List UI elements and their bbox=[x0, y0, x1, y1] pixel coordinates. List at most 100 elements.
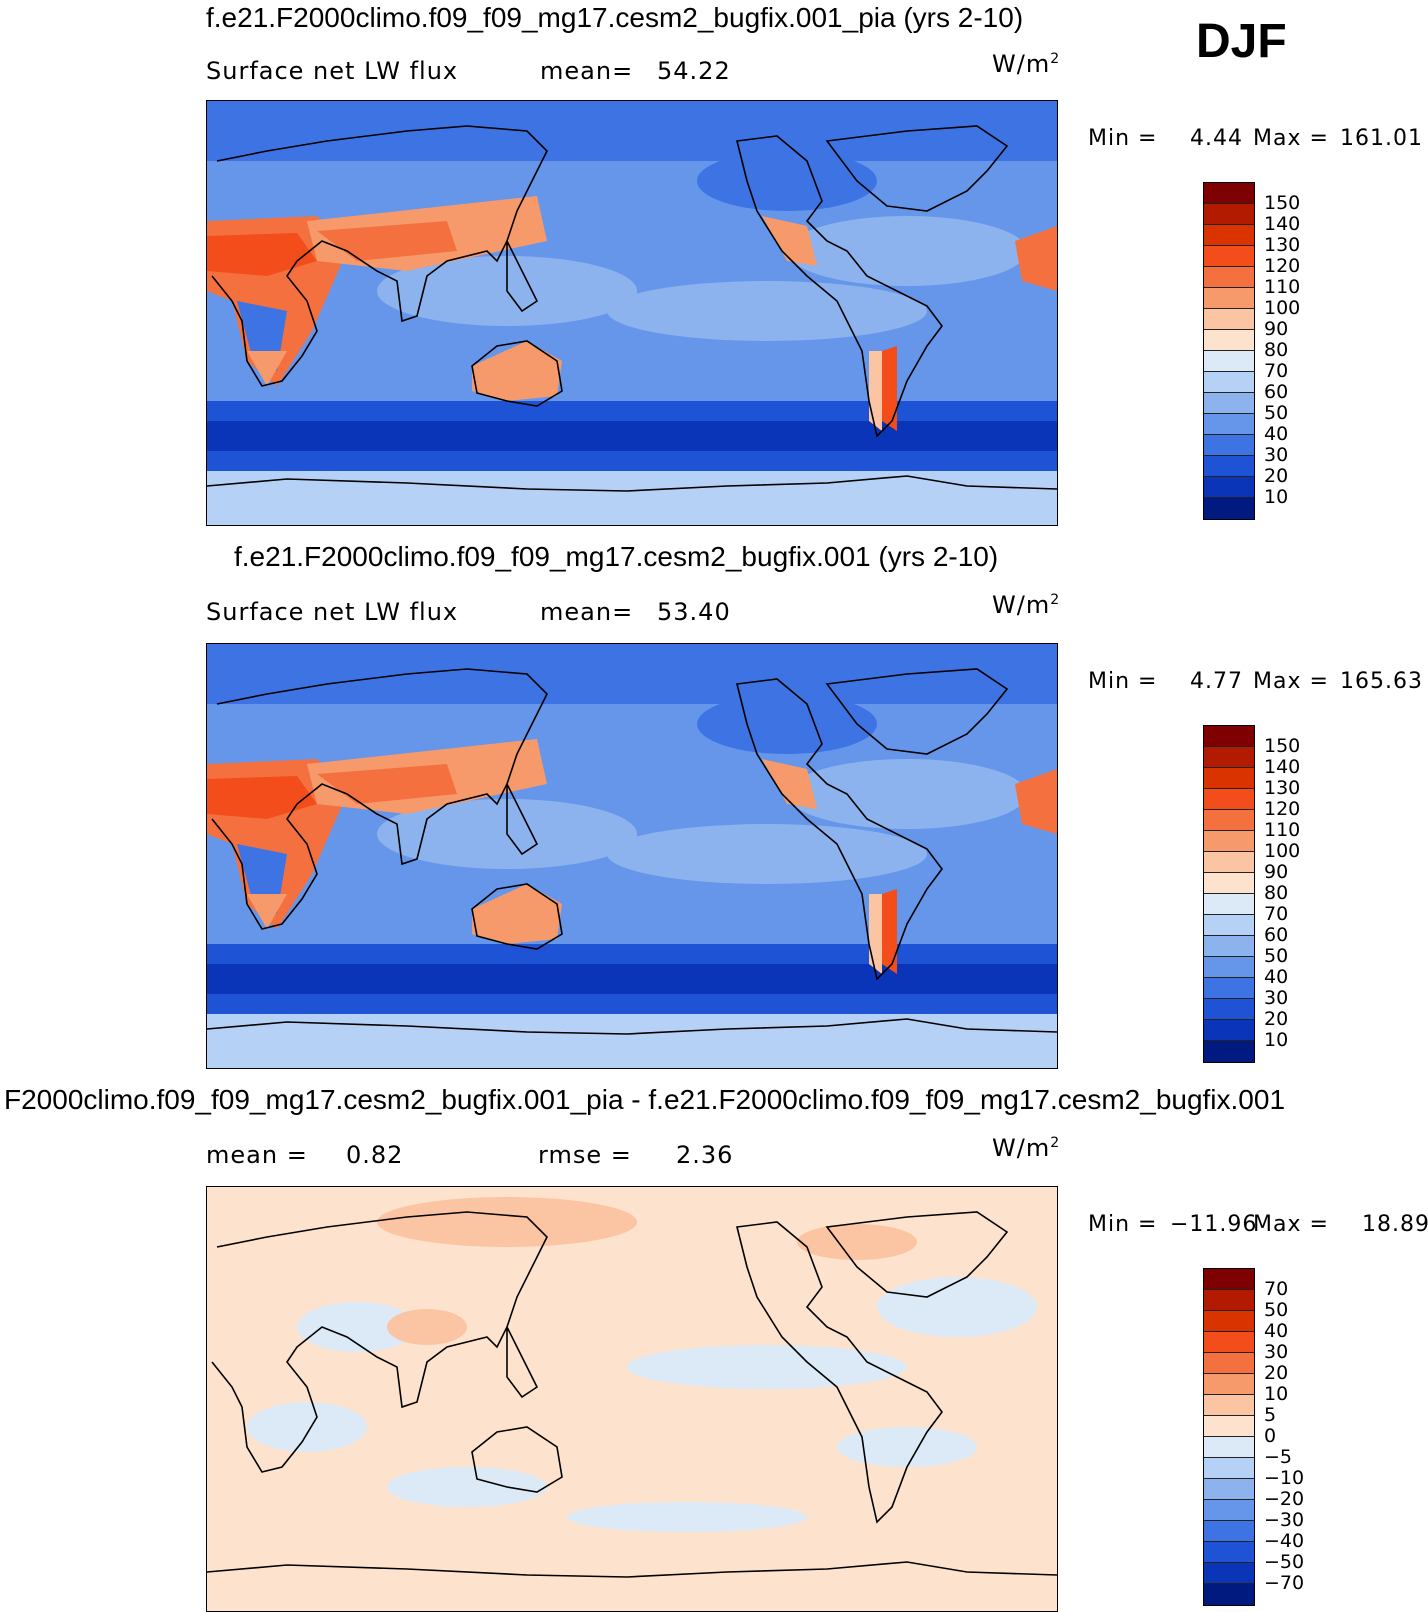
colorbar-tick-label: 130 bbox=[1264, 777, 1301, 799]
colorbar-swatch bbox=[1204, 1584, 1254, 1605]
panel-1-contour-field bbox=[207, 101, 1057, 525]
colorbar-swatch bbox=[1204, 1458, 1254, 1479]
panel-2-variable-label: Surface net LW flux bbox=[206, 598, 459, 626]
colorbar-swatch bbox=[1204, 1374, 1254, 1395]
colorbar-tick-label: 100 bbox=[1264, 840, 1301, 862]
colorbar-tick-label: 50 bbox=[1264, 402, 1289, 424]
panel-1-colorbar bbox=[1203, 182, 1255, 520]
panel-2-mean-value: 53.40 bbox=[657, 598, 731, 626]
colorbar-swatch bbox=[1204, 726, 1254, 747]
colorbar-tick-label: −40 bbox=[1264, 1530, 1305, 1552]
colorbar-swatch bbox=[1204, 978, 1254, 999]
colorbar-tick-label: −30 bbox=[1264, 1509, 1305, 1531]
panel-3-rmse-value: 2.36 bbox=[676, 1141, 734, 1169]
panel-3-rmse-label: rmse = bbox=[538, 1141, 632, 1169]
colorbar-swatch bbox=[1204, 267, 1254, 288]
colorbar-tick-label: 110 bbox=[1264, 819, 1301, 841]
colorbar-tick-label: 20 bbox=[1264, 1362, 1289, 1384]
colorbar-tick-label: 0 bbox=[1264, 1425, 1277, 1447]
colorbar-swatch bbox=[1204, 204, 1254, 225]
colorbar-tick-label: 30 bbox=[1264, 1341, 1289, 1363]
panel-2-max-label: Max = bbox=[1253, 669, 1329, 694]
colorbar-tick-label: 120 bbox=[1264, 798, 1301, 820]
colorbar-tick-label: 40 bbox=[1264, 966, 1289, 988]
panel-3-colorbar bbox=[1203, 1268, 1255, 1606]
colorbar-swatch bbox=[1204, 1542, 1254, 1563]
colorbar-swatch bbox=[1204, 999, 1254, 1020]
colorbar-swatch bbox=[1204, 852, 1254, 873]
colorbar-swatch bbox=[1204, 1353, 1254, 1374]
colorbar-swatch bbox=[1204, 1479, 1254, 1500]
colorbar-swatch bbox=[1204, 873, 1254, 894]
colorbar-tick-label: 140 bbox=[1264, 756, 1301, 778]
colorbar-swatch bbox=[1204, 810, 1254, 831]
panel-2-colorbar bbox=[1203, 725, 1255, 1063]
colorbar-tick-label: 130 bbox=[1264, 234, 1301, 256]
colorbar-swatch bbox=[1204, 747, 1254, 768]
colorbar-tick-label: 60 bbox=[1264, 924, 1289, 946]
colorbar-swatch bbox=[1204, 1437, 1254, 1458]
panel-2-min-label: Min = bbox=[1088, 669, 1158, 694]
colorbar-swatch bbox=[1204, 915, 1254, 936]
colorbar-swatch bbox=[1204, 330, 1254, 351]
colorbar-tick-label: 30 bbox=[1264, 987, 1289, 1009]
panel-1-max-label: Max = bbox=[1253, 126, 1329, 151]
panel-3-min-label: Min = bbox=[1088, 1212, 1158, 1237]
panel-3-mean-value: 0.82 bbox=[346, 1141, 404, 1169]
panel-2-map bbox=[206, 643, 1058, 1069]
colorbar-tick-label: −5 bbox=[1264, 1446, 1293, 1468]
season-label: DJF bbox=[1196, 15, 1287, 68]
colorbar-swatch bbox=[1204, 831, 1254, 852]
panel-1-min-value: 4.44 bbox=[1190, 126, 1243, 151]
panel-1-variable-label: Surface net LW flux bbox=[206, 57, 459, 85]
panel-2-contour-field bbox=[207, 644, 1057, 1068]
panel-3-max-value: 18.89 bbox=[1362, 1212, 1428, 1237]
panel-3-contour-field bbox=[207, 1187, 1057, 1611]
panel-3-mean-label: mean = bbox=[206, 1141, 308, 1169]
colorbar-tick-label: −70 bbox=[1264, 1572, 1305, 1594]
colorbar-tick-label: 30 bbox=[1264, 444, 1289, 466]
colorbar-tick-label: 70 bbox=[1264, 1278, 1289, 1300]
colorbar-tick-label: 140 bbox=[1264, 213, 1301, 235]
colorbar-swatch bbox=[1204, 351, 1254, 372]
colorbar-tick-label: 150 bbox=[1264, 192, 1301, 214]
colorbar-tick-label: 40 bbox=[1264, 1320, 1289, 1342]
panel-2-title: f.e21.F2000climo.f09_f09_mg17.cesm2_bugf… bbox=[234, 541, 999, 572]
colorbar-tick-label: 90 bbox=[1264, 318, 1289, 340]
colorbar-tick-label: −20 bbox=[1264, 1488, 1305, 1510]
colorbar-swatch bbox=[1204, 1311, 1254, 1332]
colorbar-tick-label: 110 bbox=[1264, 276, 1301, 298]
colorbar-swatch bbox=[1204, 1500, 1254, 1521]
colorbar-swatch bbox=[1204, 477, 1254, 498]
colorbar-tick-label: −10 bbox=[1264, 1467, 1305, 1489]
colorbar-swatch bbox=[1204, 183, 1254, 204]
panel-1-max-value: 161.01 bbox=[1340, 126, 1423, 151]
colorbar-tick-label: 90 bbox=[1264, 861, 1289, 883]
colorbar-tick-label: 80 bbox=[1264, 882, 1289, 904]
colorbar-swatch bbox=[1204, 498, 1254, 519]
colorbar-tick-label: 20 bbox=[1264, 1008, 1289, 1030]
panel-1-title: f.e21.F2000climo.f09_f09_mg17.cesm2_bugf… bbox=[206, 2, 1024, 33]
colorbar-swatch bbox=[1204, 894, 1254, 915]
colorbar-swatch bbox=[1204, 768, 1254, 789]
panel-2-min-value: 4.77 bbox=[1190, 669, 1243, 694]
colorbar-tick-label: 5 bbox=[1264, 1404, 1277, 1426]
colorbar-tick-label: 10 bbox=[1264, 1383, 1289, 1405]
panel-3-units: W/m2 bbox=[992, 1134, 1061, 1162]
colorbar-swatch bbox=[1204, 1332, 1254, 1353]
colorbar-swatch bbox=[1204, 1395, 1254, 1416]
panel-1-min-label: Min = bbox=[1088, 126, 1158, 151]
colorbar-tick-label: 50 bbox=[1264, 945, 1289, 967]
panel-1-mean-label: mean= bbox=[540, 57, 634, 85]
colorbar-swatch bbox=[1204, 456, 1254, 477]
colorbar-swatch bbox=[1204, 1521, 1254, 1542]
colorbar-tick-label: 80 bbox=[1264, 339, 1289, 361]
panel-3-map bbox=[206, 1186, 1058, 1612]
colorbar-swatch bbox=[1204, 1563, 1254, 1584]
colorbar-swatch bbox=[1204, 414, 1254, 435]
colorbar-swatch bbox=[1204, 1041, 1254, 1062]
colorbar-tick-label: 70 bbox=[1264, 903, 1289, 925]
panel-3-max-label: Max = bbox=[1253, 1212, 1329, 1237]
colorbar-tick-label: 40 bbox=[1264, 423, 1289, 445]
colorbar-tick-label: 10 bbox=[1264, 1029, 1289, 1051]
